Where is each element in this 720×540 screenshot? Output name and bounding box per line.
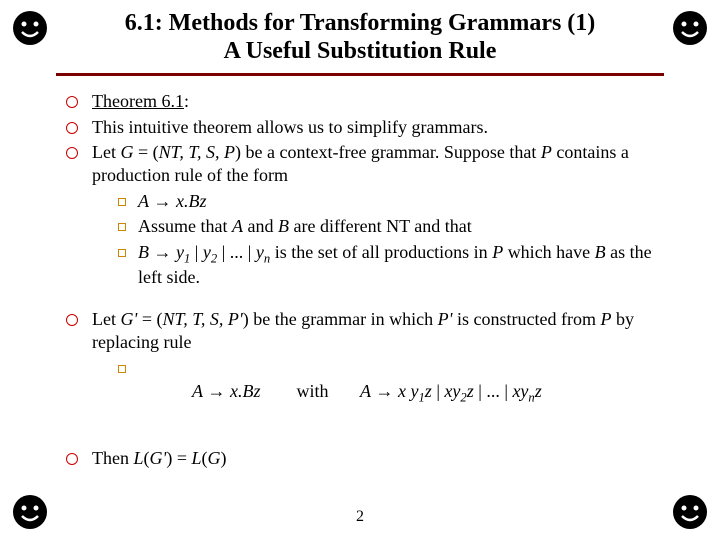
sub-list: A → x.Bz Assume that A and B are differe…: [118, 190, 664, 290]
bullet-text: This intuitive theorem allows us to simp…: [92, 116, 664, 139]
bullet-text: Theorem 6.1:: [92, 90, 664, 113]
sub-list: A → x.Bz with A → x y1z | xy2z | ... | x…: [118, 357, 664, 430]
circle-bullet-icon: [66, 122, 78, 134]
sub-item: B → y1 | y2 | ... | yn is the set of all…: [118, 241, 664, 290]
slide-title: 6.1: Methods for Transforming Grammars (…: [56, 0, 664, 65]
sub-item: A → x.Bz with A → x y1z | xy2z | ... | x…: [118, 357, 664, 430]
circle-bullet-icon: [66, 96, 78, 108]
square-bullet-icon: [118, 198, 126, 206]
sub-text: A → x.Bz: [138, 190, 664, 213]
square-bullet-icon: [118, 249, 126, 257]
bullet-item: Theorem 6.1:: [66, 90, 664, 113]
bullet-text: Then L(G') = L(G): [92, 447, 664, 470]
sub-text: A → x.Bz with A → x y1z | xy2z | ... | x…: [138, 357, 664, 430]
bullet-text: Let G = (NT, T, S, P) be a context-free …: [92, 141, 664, 292]
sub-item: A → x.Bz: [118, 190, 664, 213]
page-number: 2: [0, 508, 720, 526]
square-bullet-icon: [118, 223, 126, 231]
square-bullet-icon: [118, 365, 126, 373]
bullet-text: Let G' = (NT, T, S, P') be the grammar i…: [92, 308, 664, 432]
sub-text: B → y1 | y2 | ... | yn is the set of all…: [138, 241, 664, 290]
bullet-item: Let G = (NT, T, S, P) be a context-free …: [66, 141, 664, 292]
smiley-icon: [672, 10, 708, 46]
circle-bullet-icon: [66, 453, 78, 465]
title-line-1: 6.1: Methods for Transforming Grammars (…: [56, 10, 664, 38]
smiley-icon: [12, 10, 48, 46]
title-rule: [56, 73, 664, 76]
bullet-item: Let G' = (NT, T, S, P') be the grammar i…: [66, 308, 664, 432]
circle-bullet-icon: [66, 314, 78, 326]
slide-content: Theorem 6.1: This intuitive theorem allo…: [66, 90, 664, 471]
bullet-item: Then L(G') = L(G): [66, 447, 664, 470]
sub-item: Assume that A and B are different NT and…: [118, 215, 664, 238]
circle-bullet-icon: [66, 147, 78, 159]
title-line-2: A Useful Substitution Rule: [56, 38, 664, 66]
sub-text: Assume that A and B are different NT and…: [138, 215, 664, 238]
bullet-item: This intuitive theorem allows us to simp…: [66, 116, 664, 139]
